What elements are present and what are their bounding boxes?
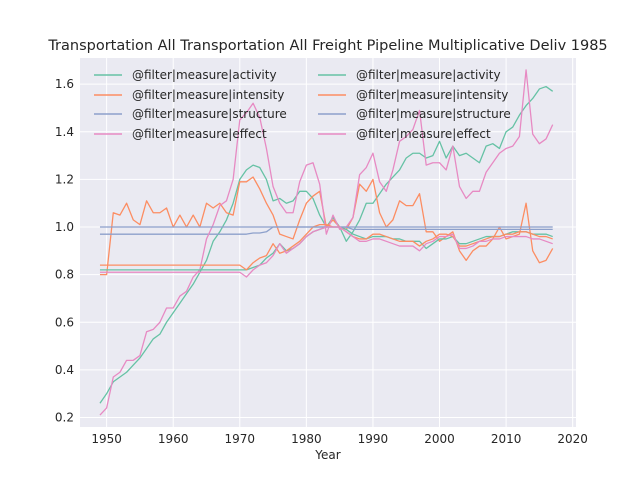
series-line-8 xyxy=(99,226,553,278)
x-tick-label: 1970 xyxy=(225,432,256,446)
legend-item: @filter|measure|activity xyxy=(94,68,277,82)
legend-label: @filter|measure|structure xyxy=(356,107,511,121)
chart-title: Transportation All Transportation All Fr… xyxy=(47,38,607,54)
legend-label: @filter|measure|intensity xyxy=(356,88,508,102)
legend-label: @filter|measure|structure xyxy=(132,107,287,121)
legend-item: @filter|measure|structure xyxy=(94,107,287,121)
x-tick-label: 2020 xyxy=(557,432,588,446)
legend-label: @filter|measure|effect xyxy=(356,127,491,141)
x-tick-labels: 1950 1960 1970 1980 1990 2000 2010 2020 xyxy=(91,432,588,446)
legend-label: @filter|measure|activity xyxy=(356,68,501,82)
legend-label: @filter|measure|intensity xyxy=(132,88,284,102)
y-tick-label: 1.0 xyxy=(55,220,74,234)
y-tick-label: 0.6 xyxy=(55,315,74,329)
plot-background xyxy=(80,58,576,427)
legend-item: @filter|measure|effect xyxy=(318,127,491,141)
x-tick-label: 1950 xyxy=(91,432,122,446)
y-tick-label: 1.4 xyxy=(55,125,74,139)
x-axis-label: Year xyxy=(314,448,340,462)
series-line-4 xyxy=(99,69,554,416)
x-tick-label: 1980 xyxy=(291,432,322,446)
x-tick-label: 2010 xyxy=(491,432,522,446)
x-tick-label: 1960 xyxy=(158,432,189,446)
y-tick-label: 1.2 xyxy=(55,172,74,186)
legend-label: @filter|measure|activity xyxy=(132,68,277,82)
legend: @filter|measure|activity @filter|measure|… xyxy=(94,68,511,141)
y-tick-label: 0.2 xyxy=(55,410,74,424)
legend-item: @filter|measure|intensity xyxy=(318,88,508,102)
legend-item: @filter|measure|structure xyxy=(318,107,511,121)
legend-item: @filter|measure|effect xyxy=(94,127,267,141)
legend-item: @filter|measure|activity xyxy=(318,68,501,82)
legend-label: @filter|measure|effect xyxy=(132,127,267,141)
y-tick-labels: 0.2 0.4 0.6 0.8 1.0 1.2 1.4 1.6 xyxy=(55,77,74,424)
x-tick-label: 1990 xyxy=(358,432,389,446)
x-tick-label: 2000 xyxy=(424,432,455,446)
y-tick-label: 0.4 xyxy=(55,363,74,377)
y-tick-label: 1.6 xyxy=(55,77,74,91)
legend-item: @filter|measure|intensity xyxy=(94,88,284,102)
y-tick-label: 0.8 xyxy=(55,268,74,282)
series-lines xyxy=(99,69,554,416)
